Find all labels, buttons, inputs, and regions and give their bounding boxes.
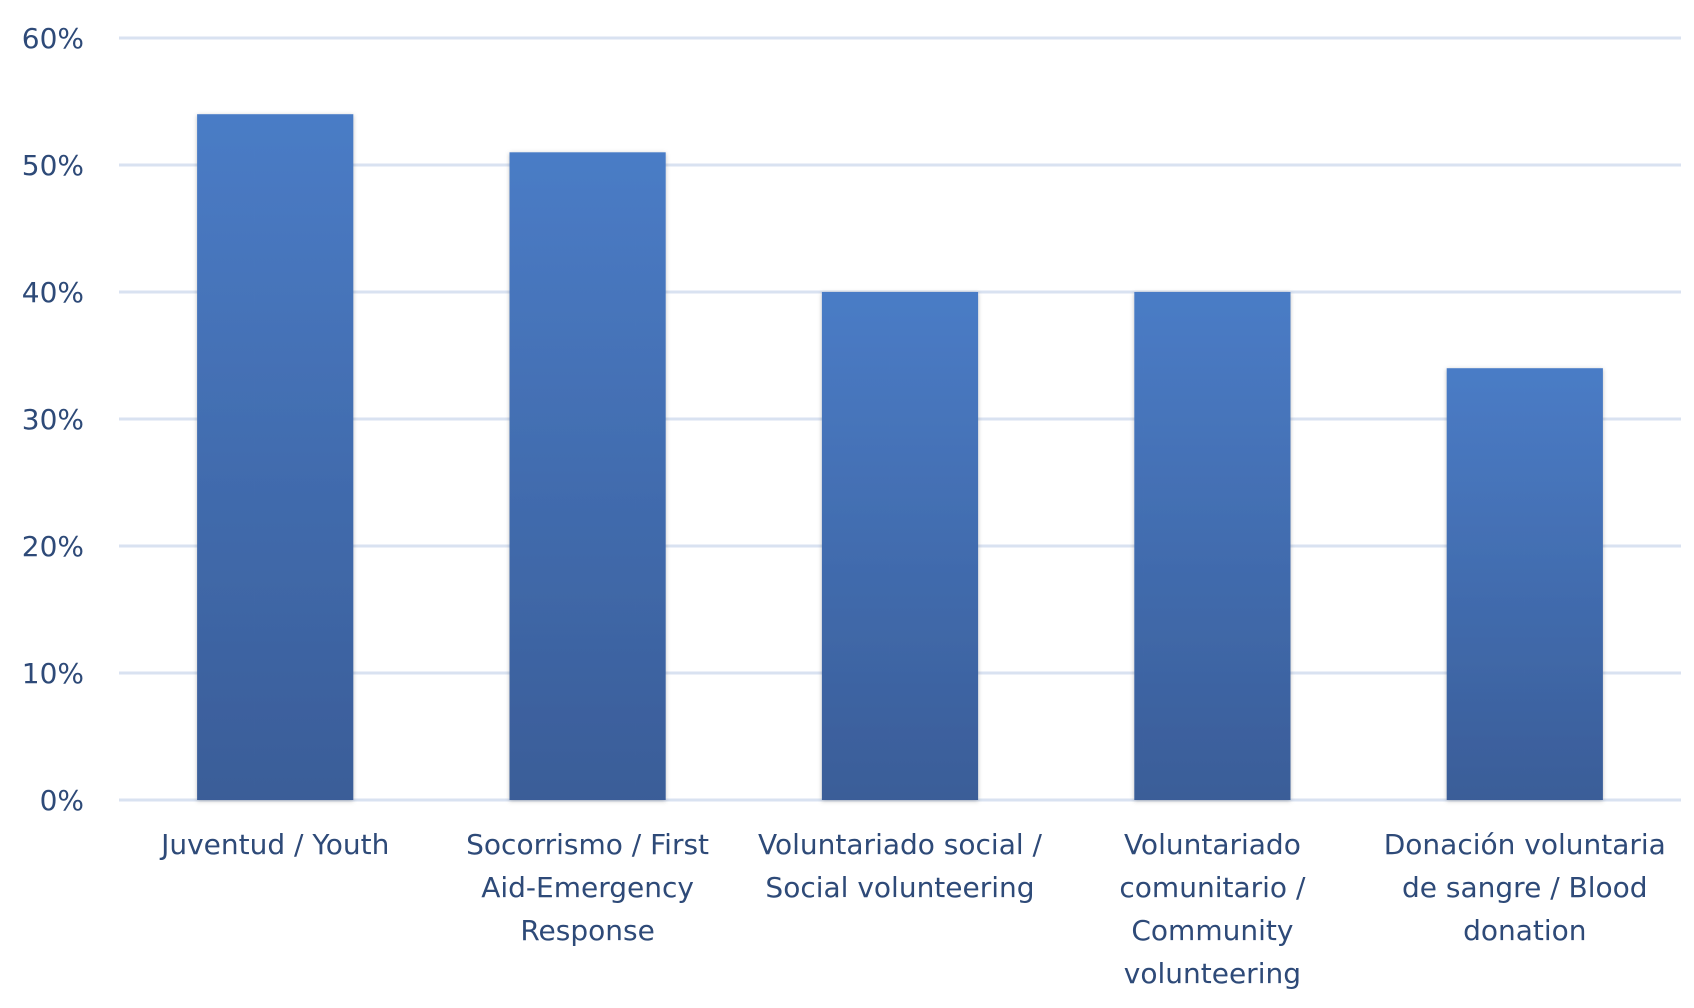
x-tick-label: Voluntariado social / Social volunteering [758,828,1043,904]
y-tick-label: 60% [22,22,84,55]
y-tick-label: 20% [22,530,84,563]
bar [509,152,666,801]
bars [197,114,1603,801]
x-tick-label: Juventud / Youth [159,828,389,861]
bar [1134,292,1291,800]
x-tick-label: Voluntariado comunitario / Community volunt… [1119,828,1306,990]
y-tick-label: 40% [22,276,84,309]
y-axis-ticks: 0% 10% 20% 30% 40% 50% 60% [22,22,84,817]
y-tick-label: 0% [40,784,84,817]
x-tick-label: Socorrismo / First Aid-Emergency Response [466,828,709,947]
y-tick-label: 10% [22,657,84,690]
bar [197,114,354,800]
bar [821,292,979,800]
x-tick-label: Donación voluntaria de sangre / Blood dona… [1384,828,1666,947]
x-axis-labels: Juventud / Youth Socorrismo / First Aid-Em… [159,828,1666,990]
y-tick-label: 50% [22,149,84,182]
bar [1446,368,1603,800]
y-tick-label: 30% [22,403,84,436]
